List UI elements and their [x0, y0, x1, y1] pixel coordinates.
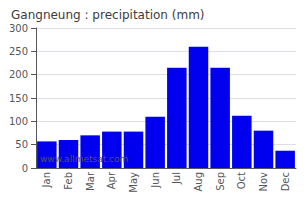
- svg-text:Mar: Mar: [85, 171, 96, 191]
- svg-text:250: 250: [9, 46, 28, 57]
- svg-text:150: 150: [9, 93, 28, 104]
- svg-text:Gangneung : precipitation (mm): Gangneung : precipitation (mm): [11, 8, 205, 22]
- svg-text:Apr: Apr: [106, 171, 117, 189]
- svg-text:200: 200: [9, 69, 28, 80]
- svg-text:300: 300: [9, 23, 28, 34]
- svg-text:Jul: Jul: [171, 172, 182, 185]
- svg-text:Jun: Jun: [150, 172, 161, 189]
- svg-text:Nov: Nov: [258, 172, 269, 192]
- svg-text:100: 100: [9, 116, 28, 127]
- svg-text:50: 50: [15, 139, 28, 150]
- svg-text:Aug: Aug: [193, 172, 204, 192]
- svg-text:www.allmetsat.com: www.allmetsat.com: [40, 154, 128, 164]
- svg-text:May: May: [128, 172, 139, 193]
- svg-text:Feb: Feb: [63, 172, 74, 190]
- svg-text:0: 0: [22, 163, 28, 174]
- svg-text:Dec: Dec: [280, 172, 291, 191]
- svg-text:Jan: Jan: [41, 172, 52, 188]
- svg-text:Sep: Sep: [215, 172, 226, 191]
- svg-text:Oct: Oct: [236, 172, 247, 189]
